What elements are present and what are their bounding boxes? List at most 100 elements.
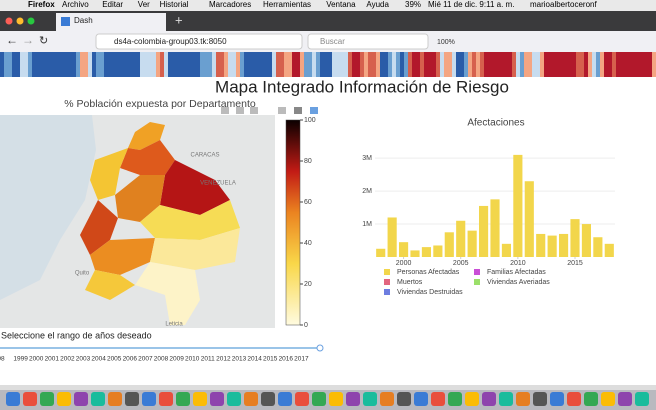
dock-icon[interactable] (448, 392, 462, 406)
slider-year[interactable]: 1999 (13, 356, 28, 363)
dock-icon[interactable] (193, 392, 207, 406)
legend-swatch[interactable] (384, 269, 390, 275)
slider-year[interactable]: 2014 (247, 356, 262, 363)
legend-swatch[interactable] (384, 289, 390, 295)
dock-icon[interactable] (465, 392, 479, 406)
dock-icon[interactable] (346, 392, 360, 406)
menu-item[interactable]: Ventana (326, 0, 356, 9)
back[interactable]: ← (6, 33, 18, 47)
bar (593, 237, 603, 257)
dock-icon[interactable] (363, 392, 377, 406)
slider-year[interactable]: 2005 (107, 356, 122, 363)
menu-item[interactable]: Ver (138, 0, 150, 9)
search-bar[interactable] (307, 33, 429, 50)
dock-icon[interactable] (550, 392, 564, 406)
slider-year[interactable]: 2009 (169, 356, 184, 363)
slider-year[interactable]: 2001 (45, 356, 60, 363)
menu-item[interactable]: Historial (160, 0, 189, 9)
dock-icon[interactable] (142, 392, 156, 406)
slider-year[interactable]: 2016 (279, 356, 294, 363)
legend-swatch[interactable] (474, 269, 480, 275)
slider-year[interactable]: 2007 (138, 356, 153, 363)
slider-year[interactable]: 2008 (154, 356, 169, 363)
slider-year[interactable]: 2003 (76, 356, 91, 363)
stripe (228, 52, 232, 77)
slider-year[interactable]: 2002 (60, 356, 75, 363)
minimize[interactable] (16, 17, 24, 25)
legend-label[interactable]: Muertos (397, 279, 423, 286)
menu-item[interactable]: Editar (102, 0, 123, 9)
slider-year[interactable]: 2006 (123, 356, 138, 363)
slider-year[interactable]: 2010 (185, 356, 200, 363)
new-tab[interactable]: + (175, 12, 183, 27)
legend-label[interactable]: Personas Afectadas (397, 269, 460, 276)
menu-item[interactable]: Marcadores (209, 0, 251, 9)
legend-label[interactable]: Viviendas Destruidas (397, 289, 463, 296)
dock-icon[interactable] (108, 392, 122, 406)
dock-icon[interactable] (125, 392, 139, 406)
reload[interactable]: ↻ (39, 35, 48, 47)
dock-icon[interactable] (57, 392, 71, 406)
dock-icon[interactable] (244, 392, 258, 406)
modebar-button[interactable] (250, 107, 258, 114)
modebar-button[interactable] (236, 107, 244, 114)
url-bar[interactable] (95, 33, 303, 50)
slider-year[interactable]: 2013 (232, 356, 247, 363)
close[interactable] (5, 17, 13, 25)
legend-swatch[interactable] (474, 279, 480, 285)
slider-year[interactable]: 2000 (29, 356, 44, 363)
legend-label[interactable]: Familias Afectadas (487, 269, 546, 276)
tab-title[interactable]: Dash (74, 16, 93, 25)
menu-item[interactable]: Ayuda (366, 0, 389, 9)
modebar-button[interactable] (221, 107, 229, 114)
slider-year[interactable]: 2004 (91, 356, 106, 363)
url[interactable]: ds4a-colombia-group03.tk:8050 (114, 37, 227, 46)
modebar-button[interactable] (310, 107, 318, 114)
dock-icon[interactable] (210, 392, 224, 406)
dock-icon[interactable] (533, 392, 547, 406)
dock-icon[interactable] (278, 392, 292, 406)
stripe (512, 52, 516, 77)
modebar-button[interactable] (294, 107, 302, 114)
slider-year[interactable]: 2015 (263, 356, 278, 363)
slider-year[interactable]: 98 (0, 356, 5, 363)
dock-icon[interactable] (414, 392, 428, 406)
zoom[interactable]: 100% (437, 39, 455, 46)
dock-icon[interactable] (635, 392, 649, 406)
dock-icon[interactable] (329, 392, 343, 406)
slider-year[interactable]: 2011 (201, 356, 215, 363)
dock-icon[interactable] (91, 392, 105, 406)
dock-icon[interactable] (23, 392, 37, 406)
dock-icon[interactable] (397, 392, 411, 406)
dock-icon[interactable] (74, 392, 88, 406)
dock-icon[interactable] (380, 392, 394, 406)
slider-handle[interactable] (316, 344, 324, 352)
modebar-button[interactable] (278, 107, 286, 114)
search[interactable]: Buscar (320, 37, 345, 46)
dock-icon[interactable] (6, 392, 20, 406)
forward[interactable]: → (22, 33, 34, 47)
legend-swatch[interactable] (384, 279, 390, 285)
dock-icon[interactable] (482, 392, 496, 406)
menu-item[interactable]: Archivo (62, 0, 89, 9)
dock-icon[interactable] (584, 392, 598, 406)
dock-icon[interactable] (295, 392, 309, 406)
dock-icon[interactable] (227, 392, 241, 406)
dock-icon[interactable] (261, 392, 275, 406)
dock-icon[interactable] (159, 392, 173, 406)
dock-icon[interactable] (312, 392, 326, 406)
dock-icon[interactable] (516, 392, 530, 406)
dock-icon[interactable] (40, 392, 54, 406)
menu-item[interactable]: Herramientas (263, 0, 311, 9)
dock-icon[interactable] (618, 392, 632, 406)
tab[interactable] (56, 13, 166, 31)
zoom[interactable] (27, 17, 35, 25)
dock-icon[interactable] (601, 392, 615, 406)
dock-icon[interactable] (176, 392, 190, 406)
legend-label[interactable]: Viviendas Averiadas (487, 279, 550, 286)
dock-icon[interactable] (567, 392, 581, 406)
slider-year[interactable]: 2017 (294, 356, 309, 363)
dock-icon[interactable] (499, 392, 513, 406)
slider-year[interactable]: 2012 (216, 356, 231, 363)
dock-icon[interactable] (431, 392, 445, 406)
